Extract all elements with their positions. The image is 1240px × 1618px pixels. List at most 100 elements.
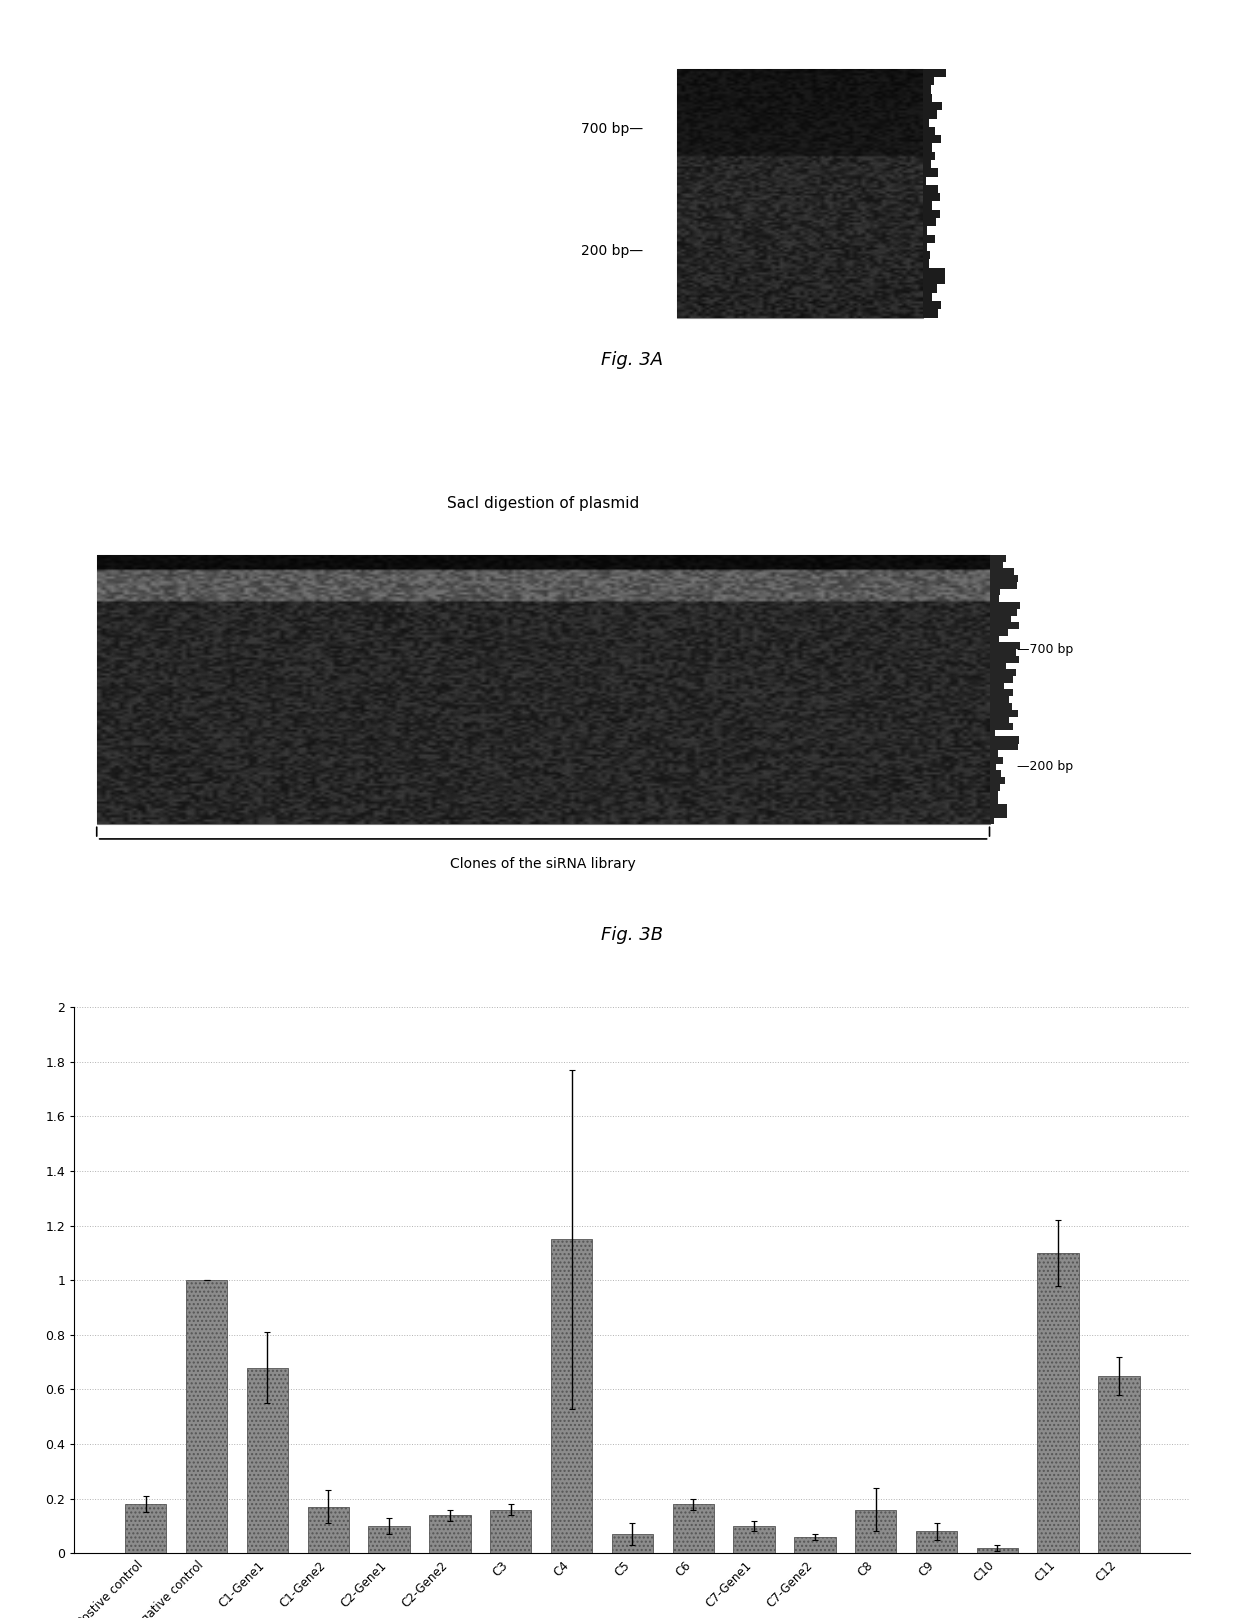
Bar xyxy=(133,633,197,667)
Bar xyxy=(990,589,1001,595)
Text: SacI digestion of plasmid: SacI digestion of plasmid xyxy=(446,497,640,511)
Bar xyxy=(923,70,946,78)
Bar xyxy=(990,743,1018,751)
Text: Clones of the siRNA library: Clones of the siRNA library xyxy=(450,858,636,870)
Text: Fig. 3A: Fig. 3A xyxy=(601,351,663,369)
Bar xyxy=(923,136,941,144)
Bar xyxy=(990,736,1019,744)
Bar xyxy=(990,561,1003,568)
Bar xyxy=(923,126,935,136)
Text: Fig. 3B: Fig. 3B xyxy=(601,925,663,945)
Bar xyxy=(418,752,482,780)
Bar xyxy=(990,757,1003,764)
Bar xyxy=(1099,1375,1140,1553)
Bar xyxy=(923,78,934,86)
Bar xyxy=(498,752,563,780)
Bar xyxy=(990,629,1008,636)
Bar xyxy=(923,202,931,210)
Bar xyxy=(990,730,994,736)
Bar xyxy=(733,1526,775,1553)
Bar xyxy=(923,144,932,152)
Bar xyxy=(923,285,936,293)
Bar xyxy=(990,581,1017,589)
Bar xyxy=(990,804,1007,811)
Bar xyxy=(990,655,1019,663)
Bar xyxy=(990,710,1018,717)
Text: —200 bp: —200 bp xyxy=(1017,759,1074,773)
Bar xyxy=(682,244,916,257)
Bar xyxy=(923,152,935,160)
Bar xyxy=(923,193,940,202)
Bar xyxy=(990,621,1019,629)
Bar xyxy=(308,1506,348,1553)
Bar xyxy=(990,717,1009,723)
Bar xyxy=(990,798,997,804)
Bar xyxy=(990,602,1021,608)
Bar xyxy=(990,817,994,825)
Bar xyxy=(923,227,926,235)
Bar xyxy=(990,790,998,798)
Bar xyxy=(923,176,926,184)
Bar xyxy=(923,309,937,317)
Bar xyxy=(677,70,923,317)
Bar xyxy=(923,218,936,227)
Bar xyxy=(660,752,724,780)
Bar xyxy=(923,210,940,218)
Bar xyxy=(551,1239,593,1553)
Text: 700 bp—: 700 bp— xyxy=(582,123,644,136)
Bar xyxy=(923,184,939,193)
Bar xyxy=(923,293,932,301)
Bar xyxy=(429,1514,471,1553)
Bar xyxy=(990,689,1013,696)
Bar xyxy=(990,696,1008,704)
Bar xyxy=(794,1537,836,1553)
Bar xyxy=(133,752,197,780)
Bar xyxy=(611,1534,653,1553)
Bar xyxy=(923,94,932,102)
Bar xyxy=(990,568,1014,574)
Bar xyxy=(682,123,916,136)
Bar xyxy=(856,1510,897,1553)
Bar xyxy=(923,118,929,126)
Bar xyxy=(990,777,1006,785)
Bar xyxy=(247,1367,288,1553)
Bar xyxy=(923,251,930,259)
Bar xyxy=(923,269,945,277)
Bar xyxy=(923,235,935,243)
Bar xyxy=(672,1505,714,1553)
Bar xyxy=(990,770,1001,777)
Bar xyxy=(923,168,937,176)
Bar xyxy=(990,764,996,770)
Bar xyxy=(579,633,644,667)
Bar xyxy=(1038,1252,1079,1553)
Text: —700 bp: —700 bp xyxy=(1017,642,1074,657)
Bar xyxy=(923,301,941,309)
Bar xyxy=(730,752,795,780)
Bar xyxy=(990,783,999,791)
Bar xyxy=(579,752,644,780)
Bar xyxy=(990,615,1012,623)
Bar xyxy=(923,259,929,269)
Bar xyxy=(923,160,931,168)
Bar xyxy=(730,633,795,667)
Bar xyxy=(990,642,1021,649)
Bar xyxy=(923,102,942,110)
Bar xyxy=(445,633,510,667)
Bar xyxy=(990,670,1016,676)
Bar xyxy=(923,243,928,251)
Bar xyxy=(916,1531,957,1553)
Bar xyxy=(293,633,358,667)
Bar xyxy=(990,702,1012,710)
Bar xyxy=(990,723,1013,730)
Bar xyxy=(990,811,1007,817)
Bar xyxy=(990,662,1007,670)
Bar xyxy=(368,1526,409,1553)
Bar xyxy=(977,1548,1018,1553)
Bar xyxy=(97,555,990,825)
Bar xyxy=(990,636,998,642)
Bar xyxy=(213,752,278,780)
Bar xyxy=(811,752,875,780)
Bar xyxy=(990,683,1004,689)
Bar xyxy=(923,110,937,118)
Bar xyxy=(923,86,930,94)
